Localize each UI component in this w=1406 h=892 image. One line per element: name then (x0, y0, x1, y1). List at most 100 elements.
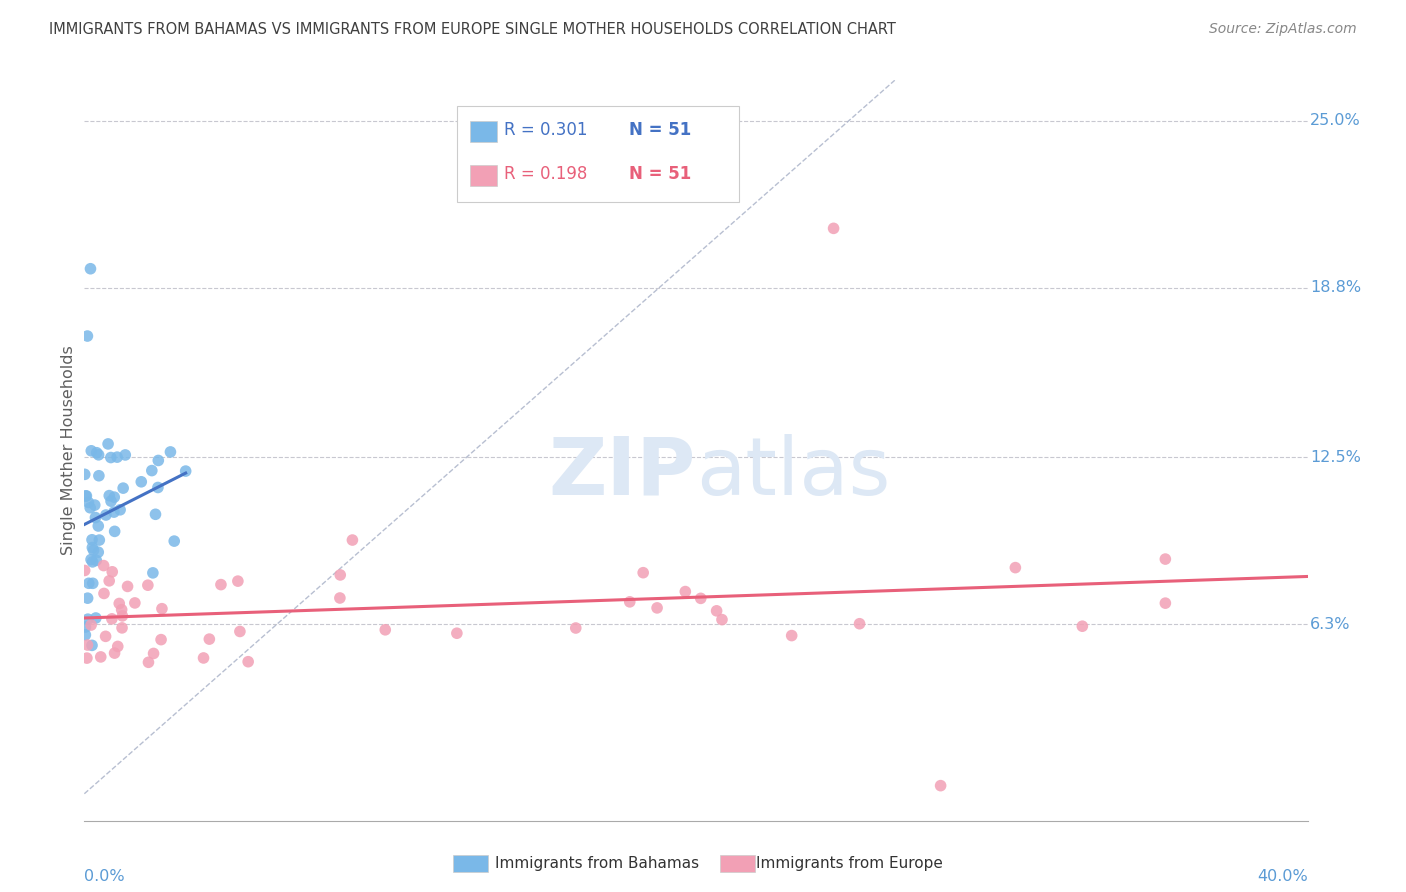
Point (823, 221, 845, 235)
Point (138, 655, 160, 669)
Point (374, 623, 396, 637)
Point (75, 628, 97, 642)
Point (226, 574, 249, 588)
Point (1071, 619, 1094, 633)
Point (117, 579, 139, 593)
Point (87, 468, 110, 483)
Point (150, 632, 173, 647)
Point (142, 647, 165, 661)
Point (101, 565, 124, 579)
Point (94, 629, 117, 643)
Point (104, 524, 127, 539)
Point (146, 481, 169, 495)
Point (82, 555, 104, 569)
Point (929, 779, 952, 793)
Text: 0.0%: 0.0% (84, 869, 125, 884)
Text: N = 51: N = 51 (628, 165, 690, 183)
Point (77, 576, 100, 591)
Point (76, 329, 98, 343)
Point (80, 552, 103, 566)
Point (94, 508, 117, 522)
Point (446, 626, 468, 640)
Point (689, 591, 711, 606)
Point (100, 494, 122, 508)
Point (136, 578, 159, 592)
Point (97, 437, 120, 451)
Point (1154, 596, 1177, 610)
Point (780, 629, 803, 643)
Point (198, 632, 221, 646)
Point (1154, 552, 1177, 566)
FancyBboxPatch shape (457, 106, 738, 202)
FancyBboxPatch shape (470, 165, 496, 186)
FancyBboxPatch shape (470, 121, 496, 142)
Point (645, 600, 668, 615)
Point (80, 443, 103, 458)
Point (86, 446, 108, 460)
Text: 12.5%: 12.5% (1310, 450, 1361, 465)
Text: N = 51: N = 51 (628, 121, 690, 139)
Point (108, 503, 131, 517)
Point (79, 261, 101, 276)
Point (84, 553, 107, 567)
Point (103, 646, 125, 660)
Point (80, 533, 103, 547)
Point (329, 568, 352, 582)
Point (84, 611, 107, 625)
Point (193, 651, 215, 665)
Point (75, 489, 97, 503)
Point (710, 613, 733, 627)
Point (103, 490, 125, 504)
Point (76, 651, 98, 665)
Point (93, 558, 115, 573)
Point (238, 655, 260, 669)
Point (108, 597, 131, 611)
Point (93, 586, 115, 600)
Text: IMMIGRANTS FROM BAHAMAS VS IMMIGRANTS FROM EUROPE SINGLE MOTHER HOUSEHOLDS CORRE: IMMIGRANTS FROM BAHAMAS VS IMMIGRANTS FR… (49, 22, 896, 37)
Text: Immigrants from Bahamas: Immigrants from Bahamas (495, 856, 699, 871)
Point (163, 534, 186, 549)
Point (342, 533, 364, 547)
Point (159, 445, 181, 459)
Text: R = 0.301: R = 0.301 (503, 121, 588, 139)
Point (209, 577, 232, 591)
Y-axis label: Single Mother Households: Single Mother Households (60, 345, 76, 556)
Point (141, 464, 163, 478)
Point (84, 510, 107, 524)
Point (80, 638, 103, 652)
Point (111, 621, 134, 635)
Point (89, 533, 111, 547)
Point (619, 595, 641, 609)
Point (111, 608, 134, 623)
Point (87, 519, 110, 533)
Point (90, 649, 112, 664)
Text: Source: ZipAtlas.com: Source: ZipAtlas.com (1209, 22, 1357, 37)
Point (73, 564, 96, 578)
Point (76, 591, 98, 606)
Point (631, 566, 654, 580)
Point (112, 481, 135, 495)
Text: atlas: atlas (696, 434, 890, 512)
Point (87, 448, 110, 462)
Point (77, 612, 100, 626)
Point (80, 618, 103, 632)
Point (1004, 560, 1026, 574)
Point (103, 505, 125, 519)
Point (124, 596, 146, 610)
Point (148, 453, 170, 467)
Point (150, 601, 173, 615)
Point (848, 616, 870, 631)
Point (98, 574, 121, 588)
Point (76, 638, 98, 652)
Point (98, 489, 121, 503)
Point (565, 621, 588, 635)
Point (101, 612, 124, 626)
Text: 25.0%: 25.0% (1310, 113, 1361, 128)
Point (145, 508, 167, 522)
Text: R = 0.198: R = 0.198 (503, 165, 588, 183)
Point (114, 448, 136, 462)
Point (77, 495, 100, 509)
Point (329, 591, 352, 605)
Point (107, 640, 129, 654)
Point (111, 602, 134, 616)
